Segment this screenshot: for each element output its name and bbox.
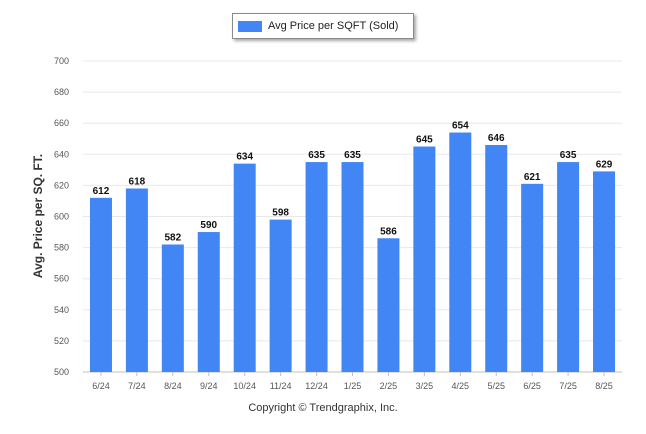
bar-6-24 [89,197,112,372]
value-label: 635 [560,150,577,161]
bar-10-24 [233,163,256,372]
copyright-footer: Copyright © Trendgraphix, Inc. [248,402,398,414]
bar-9-24 [197,232,220,372]
y-axis-ticks: 500 520 540 560 580 600 620 640 660 680 700 [54,56,69,377]
y-tick-label: 680 [54,87,69,97]
value-label: 634 [236,152,253,163]
x-tick-label: 10/24 [233,381,256,391]
x-axis-ticks: 6/24 7/24 8/24 9/24 10/24 11/24 12/24 1/25 2/25 3… [92,372,613,391]
y-axis-title: Avg. Price per SQ. FT. [31,154,45,278]
x-tick-label: 9/24 [200,381,218,391]
bar-8-25 [593,171,616,372]
bar-11-24 [269,219,292,372]
x-tick-label: 2/25 [380,381,398,391]
value-label: 629 [596,159,613,170]
y-tick-label: 700 [54,56,69,66]
value-label: 582 [164,232,181,243]
value-label: 646 [488,133,505,144]
y-tick-label: 640 [54,149,69,159]
value-label: 586 [380,226,397,237]
bar-2-25 [377,238,400,372]
x-tick-label: 1/25 [344,381,362,391]
x-tick-label: 8/25 [595,381,613,391]
bars [89,132,616,372]
y-tick-label: 600 [54,212,69,222]
value-label: 598 [272,208,289,219]
value-label: 654 [452,121,469,132]
value-label: 618 [129,177,146,188]
x-tick-label: 11/24 [270,381,292,391]
x-tick-label: 4/25 [452,381,470,391]
y-tick-label: 580 [54,243,69,253]
x-tick-label: 7/25 [559,381,577,391]
y-tick-label: 540 [54,305,69,315]
value-label: 621 [524,172,541,183]
bar-12-24 [305,162,328,372]
value-label: 635 [308,150,325,161]
chart-legend: Avg Price per SQFT (Sold) [232,13,414,39]
bar-7-24 [125,188,148,372]
bar-8-24 [161,244,184,372]
value-label: 612 [93,186,110,197]
value-label: 590 [200,220,217,231]
bar-3-25 [413,146,436,372]
value-label: 645 [416,135,433,146]
bar-6-25 [521,183,544,372]
value-labels: 612 618 582 590 634 598 635 635 586 645 654 646 621 6… [93,121,613,244]
legend-swatch [238,20,262,32]
y-tick-label: 560 [54,274,69,284]
x-tick-label: 7/24 [128,381,146,391]
bar-4-25 [449,132,472,372]
x-tick-label: 5/25 [487,381,505,391]
y-tick-label: 620 [54,180,69,190]
legend-label: Avg Price per SQFT (Sold) [268,20,399,32]
x-tick-label: 6/24 [92,381,110,391]
x-tick-label: 8/24 [164,381,182,391]
x-tick-label: 3/25 [416,381,434,391]
y-tick-label: 520 [54,336,69,346]
x-tick-label: 6/25 [523,381,541,391]
bar-5-25 [485,144,508,372]
value-label: 635 [344,150,361,161]
bar-7-25 [557,162,580,372]
bar-1-25 [341,162,364,372]
bar-chart: 500 520 540 560 580 600 620 640 660 680 700 612 618… [31,56,622,391]
y-tick-label: 500 [54,367,69,377]
x-tick-label: 12/24 [305,381,328,391]
y-tick-label: 660 [54,118,69,128]
